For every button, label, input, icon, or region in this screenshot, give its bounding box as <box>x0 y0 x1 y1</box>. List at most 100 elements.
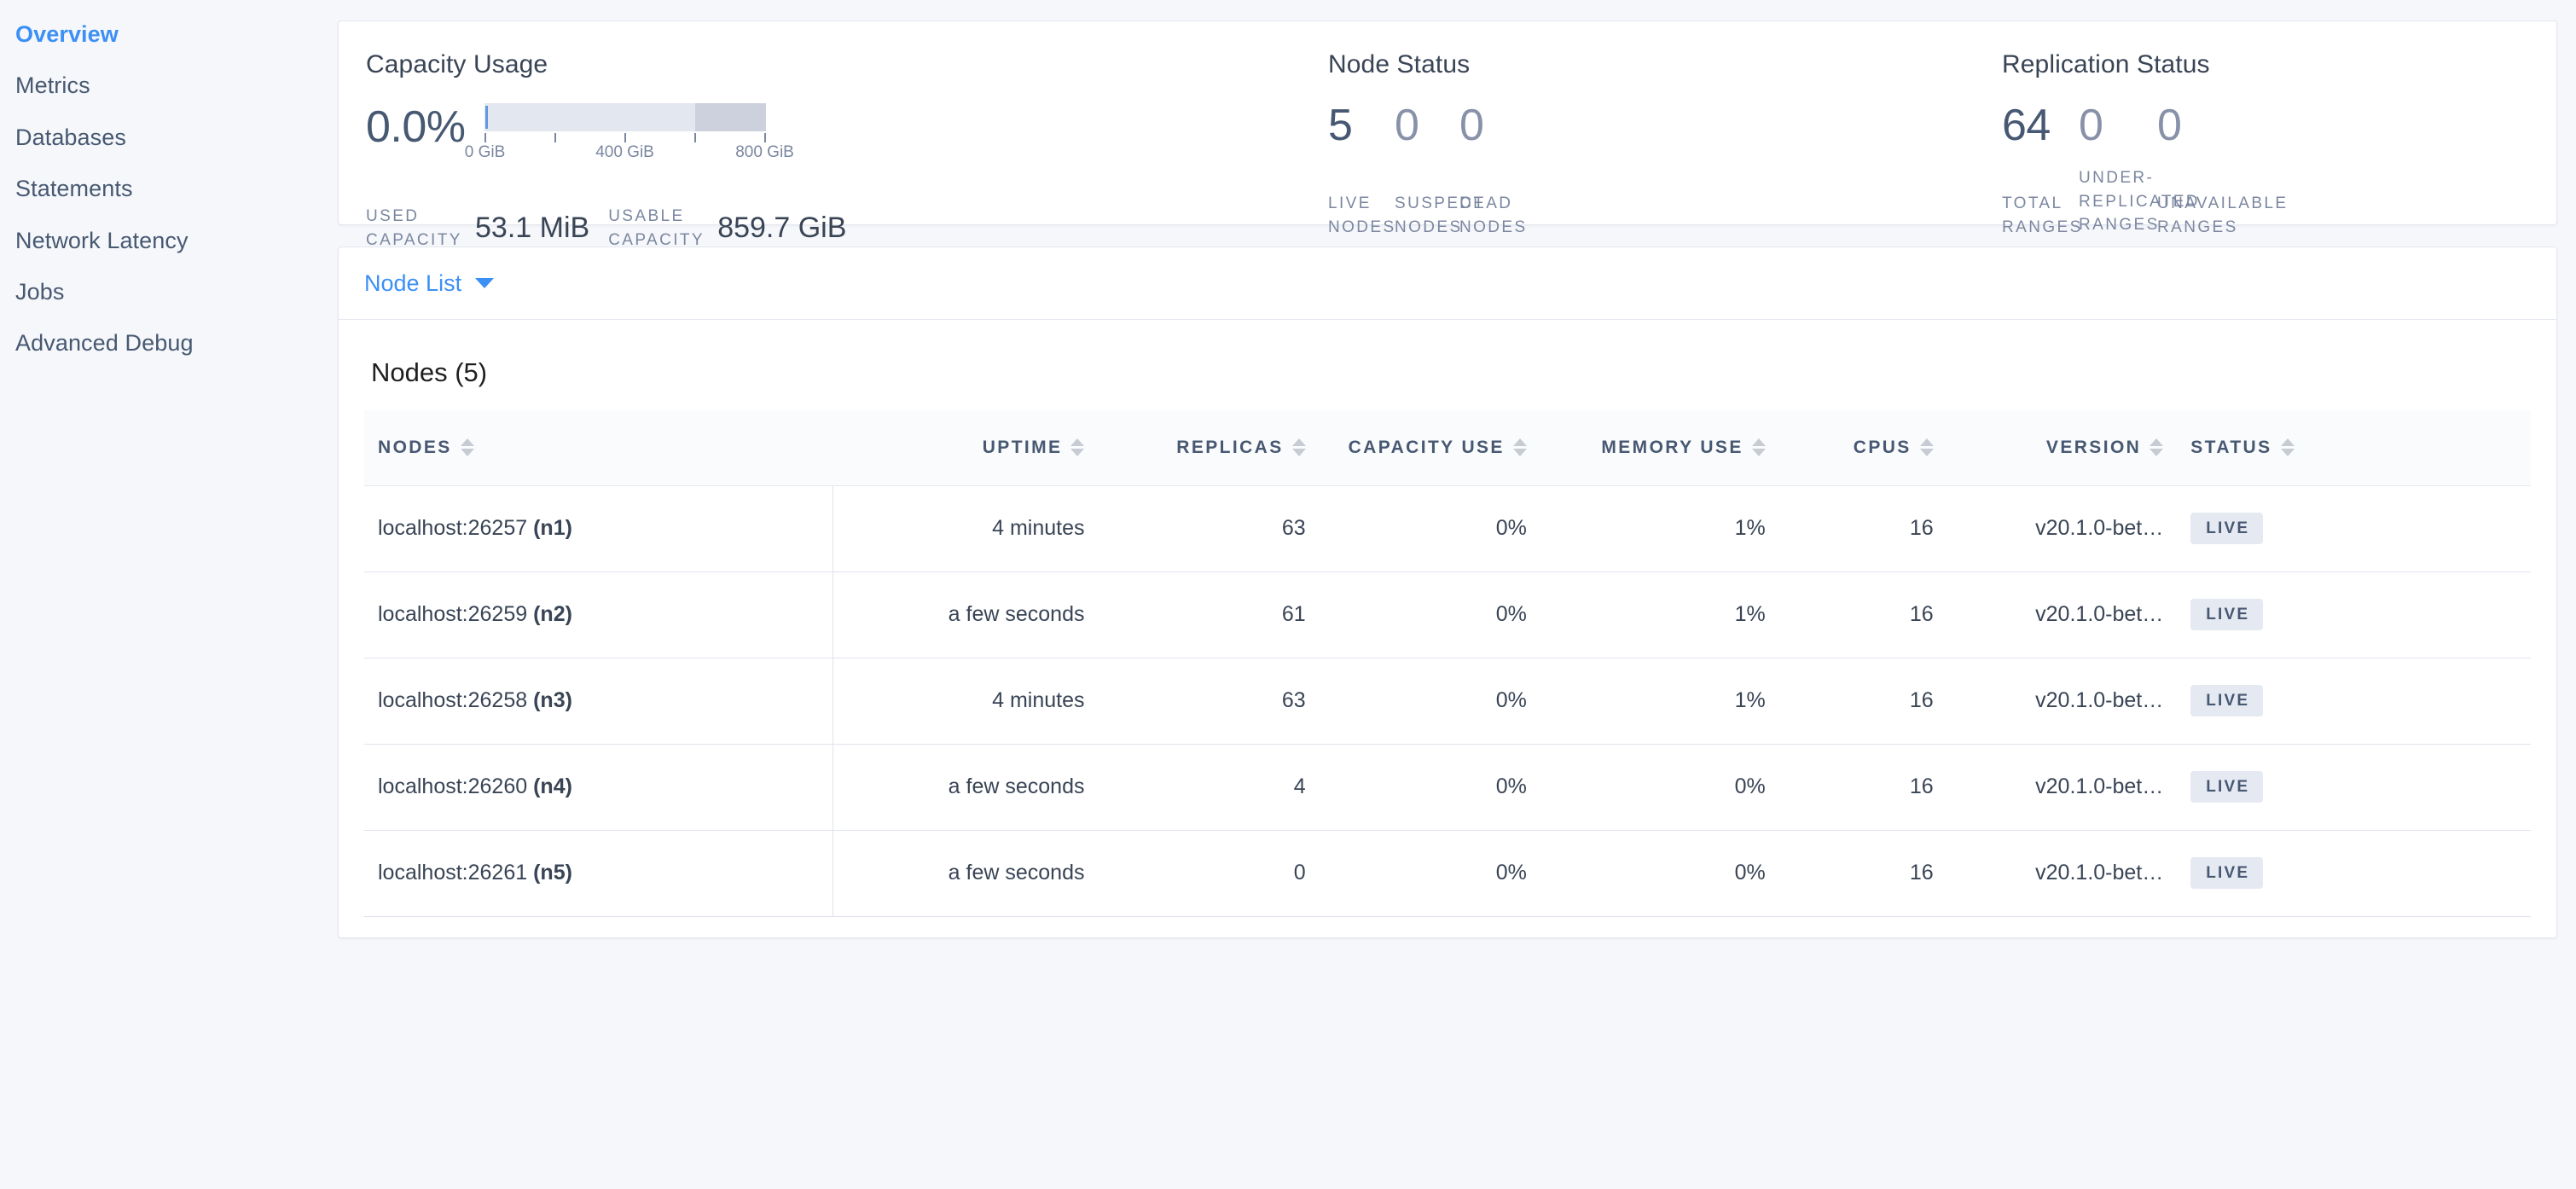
sidebar-item-label: Statements <box>15 176 133 202</box>
sort-icon[interactable] <box>460 436 474 456</box>
sidebar-item-advanced-debug[interactable]: Advanced Debug <box>0 317 338 368</box>
sort-icon[interactable] <box>1291 436 1306 456</box>
cluster-summary-card: Capacity Usage 0.0% <box>338 20 2557 249</box>
column-header-capacity-use[interactable]: CAPACITY USE <box>1319 410 1540 486</box>
column-header-replicas[interactable]: REPLICAS <box>1098 410 1320 486</box>
cell-uptime: 4 minutes <box>833 485 1099 572</box>
column-header-label: NODES <box>378 437 452 457</box>
sidebar-item-databases[interactable]: Databases <box>0 112 338 163</box>
sidebar-item-statements[interactable]: Statements <box>0 163 338 214</box>
under-replicated-ranges-metric: 0 UNDER- REPLICATED RANGES <box>2079 103 2198 239</box>
cell-memory-use: 1% <box>1540 658 1779 745</box>
nodes-table: NODES UPTIME <box>364 410 2531 917</box>
column-header-status[interactable]: STATUS <box>2177 410 2531 486</box>
cell-node-name[interactable]: localhost:26259 (n2) <box>364 571 833 658</box>
cell-replicas: 63 <box>1098 658 1320 745</box>
sort-icon[interactable] <box>1919 436 1934 456</box>
cell-capacity-use: 0% <box>1319 744 1540 831</box>
cell-node-name[interactable]: localhost:26258 (n3) <box>364 658 833 745</box>
nodes-table-header-row: NODES UPTIME <box>364 410 2531 486</box>
under-replicated-ranges-label: UNDER- REPLICATED RANGES <box>2079 169 2200 235</box>
table-row[interactable]: localhost:26257 (n1) 4 minutes 63 0% 1% … <box>364 485 2531 572</box>
node-status-panel: Node Status 5 LIVE NODES 0 SUSPECT NODES… <box>1328 21 2002 236</box>
capacity-bar-overcapacity-region <box>694 103 766 131</box>
nodes-table-body: localhost:26257 (n1) 4 minutes 63 0% 1% … <box>364 485 2531 917</box>
main-content: Capacity Usage 0.0% <box>338 0 2576 1189</box>
unavailable-ranges-value: 0 <box>2157 101 2182 150</box>
status-badge: LIVE <box>2190 857 2264 889</box>
cell-status: LIVE <box>2177 830 2531 917</box>
cell-replicas: 4 <box>1098 744 1320 831</box>
column-header-memory-use[interactable]: MEMORY USE <box>1540 410 1779 486</box>
capacity-usage-gauge: 0.0% <box>366 103 1328 161</box>
sort-icon[interactable] <box>1512 436 1527 456</box>
unavailable-ranges-label: UNAVAILABLE RANGES <box>2157 194 2289 236</box>
used-capacity-stat: USED CAPACITY 53.1 MiB <box>366 205 589 252</box>
node-status-title: Node Status <box>1328 50 1471 78</box>
used-capacity-label: USED CAPACITY <box>366 207 462 249</box>
node-list-header: Node List <box>339 247 2556 320</box>
cell-status: LIVE <box>2177 571 2531 658</box>
node-host: localhost:26257 <box>378 516 528 540</box>
suspect-nodes-value: 0 <box>1395 101 1419 150</box>
capacity-bar-axis-labels: 0 GiB 400 GiB 800 GiB <box>465 143 794 161</box>
node-id: (n1) <box>533 516 572 540</box>
capacity-usage-title: Capacity Usage <box>366 50 548 78</box>
usable-capacity-value: 859.7 GiB <box>717 212 847 245</box>
sort-icon[interactable] <box>1751 436 1766 456</box>
cell-replicas: 63 <box>1098 485 1320 572</box>
column-header-version[interactable]: VERSION <box>1947 410 2178 486</box>
cell-node-name[interactable]: localhost:26260 (n4) <box>364 744 833 831</box>
cell-version: v20.1.0-bet… <box>1947 744 2178 831</box>
sidebar-item-overview[interactable]: Overview <box>0 9 338 60</box>
table-row[interactable]: localhost:26258 (n3) 4 minutes 63 0% 1% … <box>364 658 2531 745</box>
cell-uptime: a few seconds <box>833 744 1099 831</box>
usable-capacity-label: USABLE CAPACITY <box>608 207 705 249</box>
status-badge: LIVE <box>2190 513 2264 544</box>
cell-cpus: 16 <box>1778 830 1947 917</box>
cell-status: LIVE <box>2177 744 2531 831</box>
cell-uptime: a few seconds <box>833 571 1099 658</box>
replication-status-metrics: 64 TOTAL RANGES 0 UNDER- REPLICATED RANG… <box>2002 103 2556 239</box>
node-id: (n5) <box>533 861 572 884</box>
node-id: (n2) <box>533 602 572 626</box>
cell-memory-use: 0% <box>1540 830 1779 917</box>
nodes-table-title: Nodes (5) <box>371 357 488 387</box>
cell-cpus: 16 <box>1778 485 1947 572</box>
dead-nodes-metric: 0 DEAD NODES <box>1459 103 1553 239</box>
sidebar-item-metrics[interactable]: Metrics <box>0 60 338 111</box>
live-nodes-label: LIVE NODES <box>1328 194 1396 236</box>
column-header-uptime[interactable]: UPTIME <box>833 410 1099 486</box>
status-badge: LIVE <box>2190 771 2264 803</box>
cell-version: v20.1.0-bet… <box>1947 571 2178 658</box>
sidebar-item-jobs[interactable]: Jobs <box>0 266 338 317</box>
axis-label-800: 800 GiB <box>735 143 794 161</box>
sidebar-item-network-latency[interactable]: Network Latency <box>0 215 338 266</box>
cell-cpus: 16 <box>1778 658 1947 745</box>
column-header-label: STATUS <box>2190 437 2272 457</box>
node-host: localhost:26261 <box>378 861 528 884</box>
cell-node-name[interactable]: localhost:26261 (n5) <box>364 830 833 917</box>
column-header-label: MEMORY USE <box>1601 437 1743 457</box>
capacity-usage-bar <box>484 103 766 131</box>
sort-icon[interactable] <box>1070 436 1085 456</box>
table-row[interactable]: localhost:26261 (n5) a few seconds 0 0% … <box>364 830 2531 917</box>
column-header-nodes[interactable]: NODES <box>364 410 833 486</box>
column-header-label: REPLICAS <box>1176 437 1284 457</box>
cell-uptime: a few seconds <box>833 830 1099 917</box>
cell-node-name[interactable]: localhost:26257 (n1) <box>364 485 833 572</box>
sort-icon[interactable] <box>2280 436 2295 456</box>
column-header-cpus[interactable]: CPUS <box>1778 410 1947 486</box>
table-row[interactable]: localhost:26259 (n2) a few seconds 61 0%… <box>364 571 2531 658</box>
cell-status: LIVE <box>2177 485 2531 572</box>
usable-capacity-stat: USABLE CAPACITY 859.7 GiB <box>608 205 846 252</box>
status-badge: LIVE <box>2190 685 2264 716</box>
table-row[interactable]: localhost:26260 (n4) a few seconds 4 0% … <box>364 744 2531 831</box>
status-badge: LIVE <box>2190 599 2264 630</box>
sidebar-item-label: Advanced Debug <box>15 330 194 357</box>
cell-capacity-use: 0% <box>1319 658 1540 745</box>
capacity-stats: USED CAPACITY 53.1 MiB USABLE CAPACITY 8… <box>366 205 1328 252</box>
node-list-dropdown[interactable]: Node List <box>364 270 495 297</box>
sort-icon[interactable] <box>2150 436 2164 456</box>
